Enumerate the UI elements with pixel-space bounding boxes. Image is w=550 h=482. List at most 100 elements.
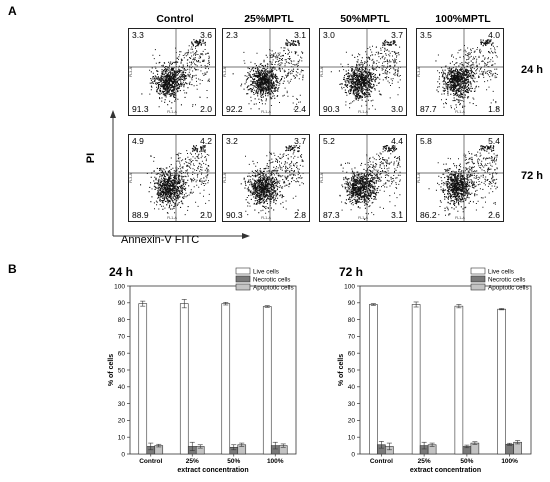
quadrant-value-lr: 1.8 xyxy=(488,104,500,114)
flow-plot-dots: FL1-A FL3-A xyxy=(417,135,503,221)
legend-label: Apoptotic cells xyxy=(488,284,529,291)
x-axis-label: extract concentration xyxy=(177,467,248,474)
bar xyxy=(221,303,231,455)
legend-label: Apoptotic cells xyxy=(253,284,294,291)
quadrant-value-ur: 3.7 xyxy=(294,136,306,146)
flow-plot: FL1-A FL3-A 3.0 3.7 90.3 3.0 xyxy=(319,28,407,116)
quadrant-value-lr: 3.0 xyxy=(391,104,403,114)
plot-x-label: FL1-A xyxy=(261,110,271,114)
x-tick-label: 100% xyxy=(501,458,518,465)
plot-x-label: FL1-A xyxy=(358,216,368,220)
quadrant-value-ll: 90.3 xyxy=(226,210,243,220)
flow-events xyxy=(330,39,401,110)
panel-a-axes xyxy=(110,110,250,239)
plot-x-label: FL1-A xyxy=(261,216,271,220)
quadrant-value-ll: 88.9 xyxy=(132,210,149,220)
plot-y-label: FL3-A xyxy=(129,67,133,77)
column-header-50: 50%MPTL xyxy=(340,13,390,25)
y-tick-label: 80 xyxy=(348,317,356,324)
legend-label: Live cells xyxy=(488,268,514,275)
y-axis-label: % of cells xyxy=(108,354,115,386)
y-tick-label: 30 xyxy=(348,401,356,408)
quadrant-value-ul: 2.3 xyxy=(226,30,238,40)
y-tick-label: 20 xyxy=(348,418,356,425)
plot-y-label: FL3-A xyxy=(129,173,133,183)
y-tick-label: 30 xyxy=(118,401,126,408)
flow-events xyxy=(339,145,401,220)
plot-x-label: FL1-A xyxy=(167,216,177,220)
legend-swatch xyxy=(470,275,486,283)
y-tick-label: 10 xyxy=(348,435,356,442)
flow-plot: FL1-A FL3-A 5.8 5.4 86.2 2.6 xyxy=(416,134,504,222)
flow-plot: FL1-A FL3-A 2.3 3.1 92.2 2.4 xyxy=(222,28,310,116)
y-tick-label: 10 xyxy=(118,435,126,442)
quadrant-value-ul: 3.2 xyxy=(226,136,238,146)
y-tick-label: 100 xyxy=(344,283,355,290)
plot-y-label: FL3-A xyxy=(417,67,421,77)
quadrant-value-ll: 92.2 xyxy=(226,104,243,114)
plot-y-label: FL3-A xyxy=(223,67,227,77)
x-tick-label: Control xyxy=(139,458,162,465)
bar xyxy=(262,306,272,455)
bar xyxy=(411,304,421,455)
x-tick-label: Control xyxy=(370,458,393,465)
quadrant-value-ll: 86.2 xyxy=(420,210,437,220)
quadrant-value-ur: 5.4 xyxy=(488,136,500,146)
y-axis-label: % of cells xyxy=(338,354,345,386)
y-tick-label: 70 xyxy=(348,334,356,341)
y-tick-label: 70 xyxy=(118,334,126,341)
quadrant-value-ul: 5.2 xyxy=(323,136,335,146)
x-tick-label: 25% xyxy=(418,458,431,465)
y-tick-label: 40 xyxy=(118,384,126,391)
annexin-axis-label: Annexin-V FITC xyxy=(121,234,200,246)
plot-x-label: FL1-A xyxy=(455,110,465,114)
flow-plot: FL1-A FL3-A 3.5 4.0 87.7 1.8 xyxy=(416,28,504,116)
flow-events xyxy=(428,145,498,216)
flow-plot-dots: FL1-A FL3-A xyxy=(129,29,215,115)
quadrant-value-lr: 2.8 xyxy=(294,210,306,220)
y-tick-label: 50 xyxy=(118,367,126,374)
legend-swatch xyxy=(235,275,251,283)
flow-plot-dots: FL1-A FL3-A xyxy=(320,135,406,221)
column-header-25: 25%MPTL xyxy=(244,13,294,25)
quadrant-value-lr: 3.1 xyxy=(391,210,403,220)
bar xyxy=(179,303,189,455)
quadrant-value-ll: 90.3 xyxy=(323,104,340,114)
plot-y-label: FL3-A xyxy=(417,173,421,183)
quadrant-value-ul: 4.9 xyxy=(132,136,144,146)
x-axis-label: extract concentration xyxy=(410,467,481,474)
plot-y-label: FL3-A xyxy=(223,173,227,183)
quadrant-value-ll: 87.3 xyxy=(323,210,340,220)
y-tick-label: 40 xyxy=(348,384,356,391)
y-tick-label: 100 xyxy=(114,283,125,290)
quadrant-value-ll: 91.3 xyxy=(132,104,149,114)
flow-plot-dots: FL1-A FL3-A xyxy=(223,135,309,221)
x-tick-label: 25% xyxy=(186,458,199,465)
quadrant-value-lr: 2.6 xyxy=(488,210,500,220)
quadrant-value-ul: 3.5 xyxy=(420,30,432,40)
legend-swatch xyxy=(470,267,486,275)
flow-plot: FL1-A FL3-A 3.2 3.7 90.3 2.8 xyxy=(222,134,310,222)
quadrant-value-ur: 4.2 xyxy=(200,136,212,146)
row-label-72h: 72 h xyxy=(521,170,544,182)
quadrant-value-ur: 4.0 xyxy=(488,30,500,40)
plot-y-label: FL3-A xyxy=(320,67,324,77)
flow-events xyxy=(140,145,210,216)
bar xyxy=(454,305,464,455)
flow-plot-dots: FL1-A FL3-A xyxy=(129,135,215,221)
y-tick-label: 60 xyxy=(348,351,356,358)
flow-plot-dots: FL1-A FL3-A xyxy=(223,29,309,115)
bar xyxy=(369,304,378,455)
y-tick-label: 50 xyxy=(348,367,356,374)
quadrant-value-ur: 3.6 xyxy=(200,30,212,40)
y-tick-label: 90 xyxy=(348,300,356,307)
quadrant-value-lr: 2.0 xyxy=(200,104,212,114)
annexin-arrow-head xyxy=(242,233,250,239)
y-tick-label: 0 xyxy=(351,451,355,458)
column-header-control: Control xyxy=(156,13,194,25)
flow-plot: FL1-A FL3-A 5.2 4.4 87.3 3.1 xyxy=(319,134,407,222)
flow-plot-dots: FL1-A FL3-A xyxy=(320,29,406,115)
pi-arrow-head xyxy=(110,110,116,118)
row-label-24h: 24 h xyxy=(521,64,544,76)
quadrant-value-ur: 4.4 xyxy=(391,136,403,146)
